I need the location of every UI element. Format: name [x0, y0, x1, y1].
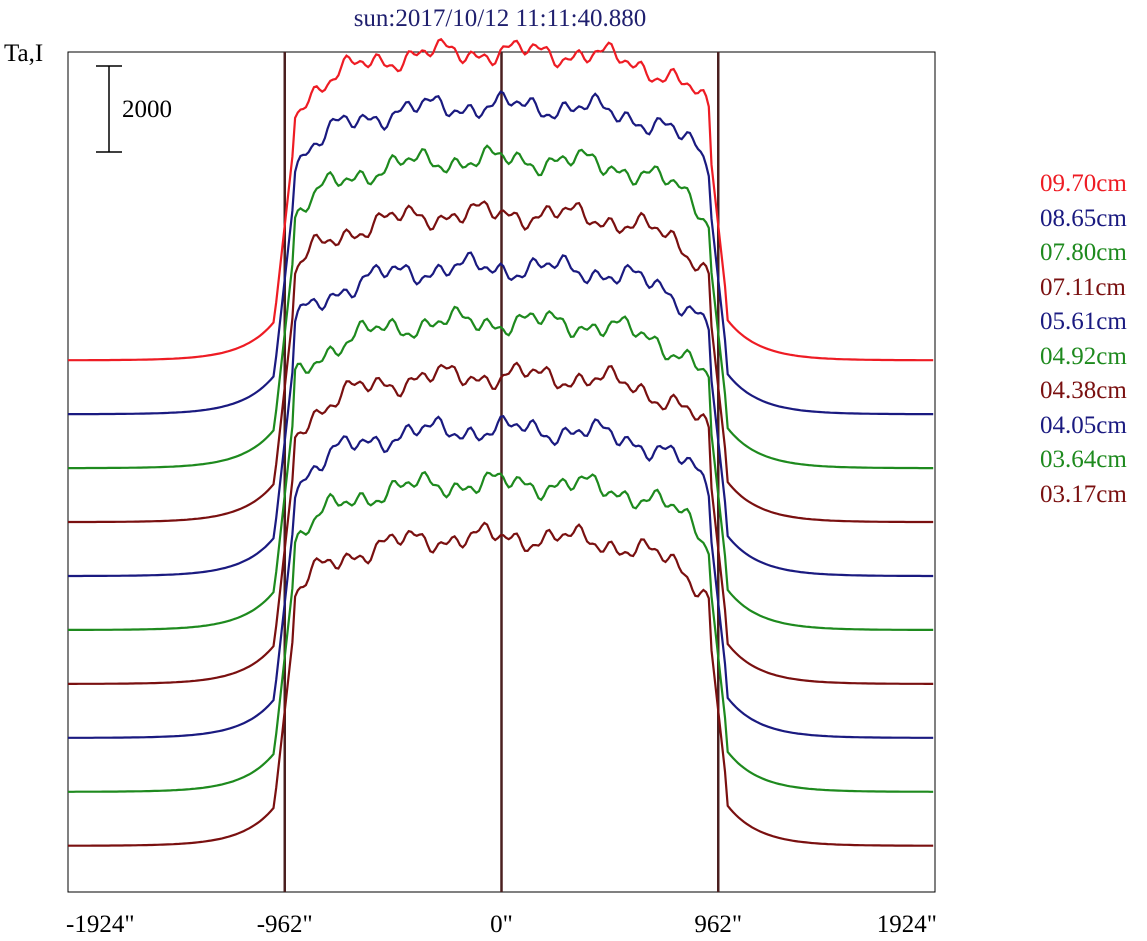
series-line-09.70cm — [68, 37, 934, 362]
series-line-07.11cm — [68, 200, 934, 524]
series-line-05.61cm — [68, 251, 934, 578]
legend-entry: 04.92cm — [1040, 342, 1127, 370]
series-line-04.92cm — [68, 305, 934, 631]
series-line-07.80cm — [68, 144, 934, 470]
series-line-04.05cm — [68, 414, 934, 739]
legend-entry: 07.80cm — [1040, 239, 1127, 266]
legend-entry: 05.61cm — [1040, 308, 1127, 335]
x-tick-label: -962" — [257, 911, 313, 938]
scale-bar: 2000 — [96, 65, 172, 153]
legend-entry: 03.17cm — [1040, 480, 1127, 508]
legend-entry: 08.65cm — [1040, 204, 1127, 232]
series-line-04.38cm — [68, 361, 934, 685]
chart-title: sun:2017/10/12 11:11:40.880 — [353, 5, 647, 32]
y-axis-label: Ta,I — [4, 40, 44, 67]
series-line-08.65cm — [68, 90, 934, 416]
x-tick-label: 0" — [490, 911, 513, 938]
legend-entry: 07.11cm — [1040, 273, 1126, 301]
legend-entry: 04.38cm — [1040, 377, 1127, 404]
x-tick-label: 1924" — [877, 911, 937, 938]
scale-bar-label: 2000 — [122, 96, 172, 123]
legend-entry: 09.70cm — [1040, 170, 1127, 197]
x-tick-label: 962" — [694, 911, 742, 938]
legend-entry: 03.64cm — [1040, 446, 1127, 473]
series-line-03.64cm — [68, 470, 934, 793]
legend-entry: 04.05cm — [1040, 411, 1127, 439]
x-tick-label: -1924" — [66, 911, 135, 938]
series-line-03.17cm — [68, 521, 934, 847]
